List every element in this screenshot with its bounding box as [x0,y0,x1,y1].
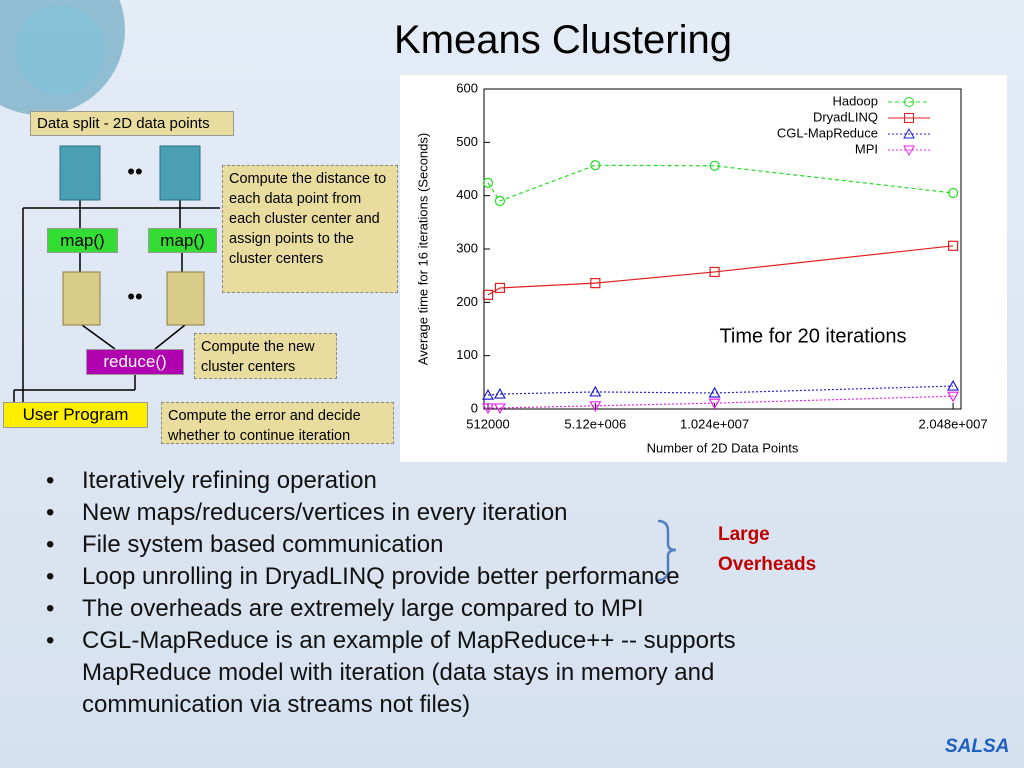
bullet-list: Iteratively refining operationNew maps/r… [38,465,828,721]
map-box: map() [47,228,118,253]
map-box: map() [148,228,217,253]
x-axis-label: Number of 2D Data Points [647,440,799,455]
bullet: The overheads are extremely large compar… [38,593,828,625]
y-tick-label: 100 [456,347,478,362]
bullet: Loop unrolling in DryadLINQ provide bett… [38,561,828,593]
reduce-box: reduce() [86,349,184,375]
marker [709,160,720,171]
user-note: Compute the error and decide whether to … [161,402,394,444]
marker [947,391,960,403]
bullet: File system based communication [38,529,828,561]
marker [947,379,960,391]
legend-label: MPI [855,141,878,156]
x-tick-label: 2.048e+007 [919,416,988,431]
bullet: CGL-MapReduce is an example of MapReduce… [38,625,828,721]
document-icons: •• •• [59,145,205,326]
reduce-note: Compute the new cluster centers [194,333,337,379]
bullet: Iteratively refining operation [38,465,828,497]
marker [494,195,506,207]
legend-label: CGL-MapReduce [777,125,878,140]
series-line [487,164,954,202]
bullet: New maps/reducers/vertices in every iter… [38,497,828,529]
marker [494,282,506,294]
marker [493,387,506,399]
y-tick-label: 0 [471,400,478,415]
diagram-connectors [13,200,220,402]
y-tick-label: 600 [456,80,478,95]
logo: SALSA [945,736,1010,757]
marker [590,278,601,289]
marker [708,398,721,410]
marker [589,385,602,397]
annotation: Time for 20 iterations [719,325,906,347]
svg-text:••: •• [127,284,142,309]
slide-title: Kmeans Clustering [394,18,732,62]
legend-marker [903,127,915,139]
marker [481,403,495,415]
legend-marker [904,97,914,107]
marker [482,177,494,188]
marker [590,160,601,171]
legend-label: DryadLINQ [813,109,878,124]
brace-note: Large Overheads [718,524,817,575]
x-tick-label: 5.12e+006 [564,416,626,431]
legend-marker [903,145,915,157]
marker [481,388,495,400]
y-tick-label: 400 [456,187,478,202]
user-program-box: User Program [3,402,148,428]
marker [589,401,602,413]
svg-text:••: •• [127,159,142,184]
marker [947,240,959,251]
x-tick-label: 512000 [466,416,509,431]
y-tick-label: 500 [456,134,478,149]
data-split-box: Data split - 2D data points [30,111,234,136]
legend-label: Hadoop [832,93,878,108]
marker [493,403,506,415]
y-tick-label: 200 [456,294,478,309]
marker [708,386,721,398]
globe-decoration [15,5,105,95]
legend-marker [904,113,914,123]
marker [709,266,720,278]
map-note: Compute the distance to each data point … [222,165,398,293]
y-axis-label: Average time for 16 iterations (Seconds) [415,133,430,365]
x-tick-label: 1.024e+007 [680,416,749,431]
marker [482,289,494,300]
marker [947,187,959,199]
y-tick-label: 300 [456,240,478,255]
